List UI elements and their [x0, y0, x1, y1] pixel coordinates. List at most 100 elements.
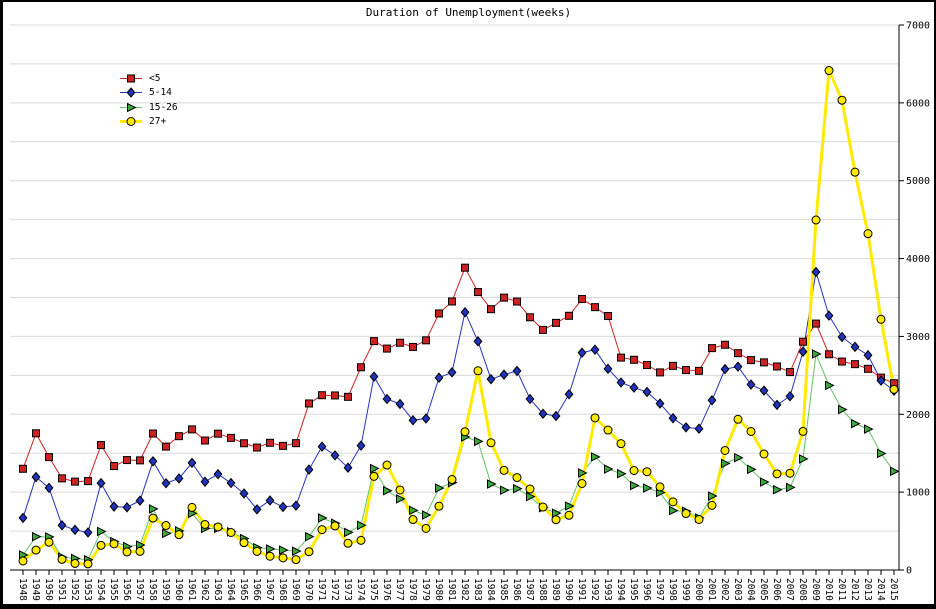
data-point-marker	[304, 547, 314, 557]
data-point-marker	[435, 483, 445, 493]
data-point-marker	[343, 462, 353, 473]
data-point-marker	[564, 510, 574, 520]
data-point-marker	[694, 423, 704, 434]
data-point-marker	[252, 504, 262, 515]
lt5-square-icon	[120, 74, 142, 83]
data-point-marker	[499, 465, 509, 475]
data-point-marker	[811, 266, 821, 278]
x-tick-label: 2003	[732, 578, 743, 601]
data-point-marker	[591, 303, 599, 312]
x-tick-label: 1959	[160, 578, 171, 601]
legend-label: 27+	[149, 116, 167, 127]
x-tick-label: 2001	[706, 578, 717, 601]
data-point-marker	[279, 441, 287, 450]
data-point-marker	[747, 356, 755, 365]
data-point-marker	[331, 391, 339, 400]
data-point-marker	[824, 310, 834, 321]
x-tick-label: 2011	[836, 578, 847, 601]
data-point-marker	[97, 526, 107, 537]
data-point-marker	[733, 414, 743, 424]
data-point-marker	[239, 538, 249, 548]
data-point-marker	[266, 438, 274, 447]
data-point-marker	[682, 366, 690, 375]
x-tick-label: 1990	[563, 578, 574, 601]
data-point-marker	[396, 338, 404, 347]
data-point-marker	[721, 458, 731, 469]
data-point-marker	[421, 523, 431, 533]
legend: <5 5-14 15-26 27+	[120, 71, 178, 129]
data-point-marker	[266, 544, 276, 554]
data-point-marker	[214, 429, 222, 438]
data-point-marker	[616, 439, 626, 449]
data-point-marker	[616, 377, 626, 388]
data-point-marker	[642, 386, 652, 398]
data-point-marker	[32, 531, 42, 542]
data-point-marker	[421, 413, 431, 424]
data-point-marker	[590, 413, 600, 423]
data-point-marker	[265, 495, 275, 506]
data-point-marker	[126, 117, 136, 127]
data-point-marker	[578, 295, 586, 304]
data-point-marker	[460, 306, 470, 318]
data-point-marker	[486, 373, 496, 385]
data-point-marker	[526, 313, 534, 322]
data-point-marker	[578, 468, 588, 478]
data-point-marker	[565, 501, 575, 511]
legend-item-lt5: <5	[120, 71, 178, 86]
data-point-marker	[110, 462, 118, 471]
data-point-marker	[227, 433, 235, 442]
data-point-marker	[369, 371, 379, 382]
x-tick-label: 1983	[472, 578, 483, 601]
series-line-lt5	[22, 267, 895, 483]
data-point-marker	[382, 393, 392, 405]
x-tick-label: 1952	[69, 578, 80, 601]
data-point-marker	[343, 538, 353, 548]
x-tick-label: 1966	[251, 578, 262, 601]
x-tick-label: 1954	[95, 578, 106, 601]
data-point-marker	[590, 344, 600, 355]
series-markers-5to14	[18, 266, 899, 538]
x-tick-label: 1960	[173, 578, 184, 601]
x-tick-label: 2010	[823, 578, 834, 601]
data-point-marker	[473, 336, 483, 347]
data-point-marker	[226, 527, 236, 537]
data-point-marker	[812, 319, 820, 328]
data-point-marker	[408, 415, 418, 426]
data-point-marker	[18, 512, 28, 524]
data-point-marker	[395, 398, 405, 410]
x-tick-label: 1980	[433, 578, 444, 601]
data-point-marker	[279, 545, 289, 555]
x-tick-label: 1986	[511, 578, 522, 601]
data-point-marker	[525, 393, 535, 405]
y-tick-label: 7000	[906, 21, 930, 32]
data-point-marker	[58, 474, 66, 483]
data-point-marker	[474, 288, 482, 297]
data-point-marker	[383, 344, 391, 353]
data-point-marker	[357, 520, 367, 531]
y-tick-label: 5000	[906, 176, 930, 187]
series-line-5to14	[22, 271, 895, 533]
data-point-marker	[655, 398, 665, 409]
y-tick-label: 6000	[906, 98, 930, 109]
data-point-marker	[434, 501, 444, 511]
data-point-marker	[44, 482, 54, 494]
data-point-marker	[746, 379, 756, 390]
data-point-marker	[126, 87, 136, 99]
data-point-marker	[344, 527, 354, 538]
x-tick-label: 1969	[290, 578, 301, 601]
x-tick-label: 1975	[368, 578, 379, 601]
data-point-marker	[747, 464, 757, 475]
x-tick-label: 1970	[303, 578, 314, 601]
data-point-marker	[127, 74, 135, 83]
data-point-marker	[655, 482, 665, 492]
data-point-marker	[707, 500, 717, 510]
data-point-marker	[96, 477, 106, 489]
x-tick-label: 2012	[849, 578, 860, 601]
legend-label: <5	[149, 72, 161, 84]
data-point-marker	[370, 463, 380, 474]
data-point-marker	[604, 312, 612, 321]
data-point-marker	[369, 471, 379, 481]
x-tick-label: 2008	[797, 578, 808, 601]
x-tick-label: 2014	[875, 578, 886, 601]
